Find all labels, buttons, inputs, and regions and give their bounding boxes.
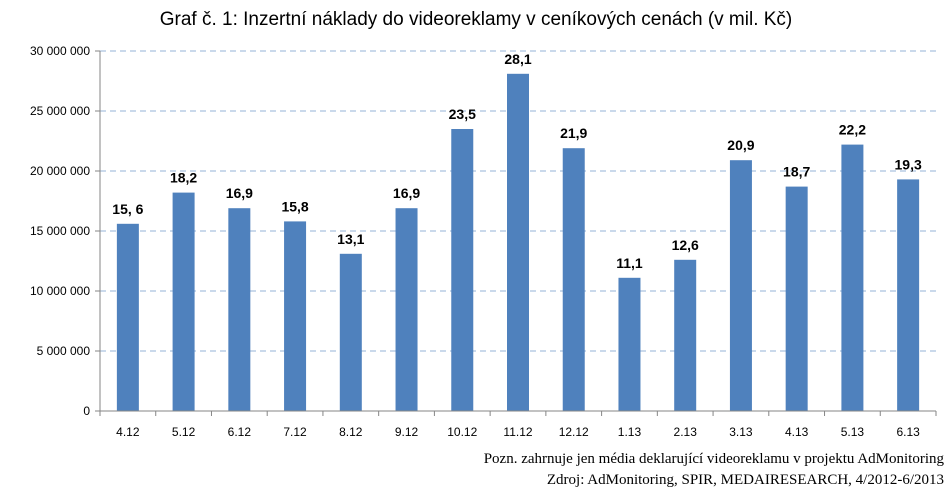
- bar: [618, 277, 641, 411]
- bar: [507, 73, 529, 412]
- y-tick-label: 25 000 000: [30, 104, 90, 118]
- y-tick-label: 5 000 000: [37, 344, 91, 358]
- x-tick-label: 9.12: [395, 425, 419, 439]
- y-tick-label: 10 000 000: [30, 284, 90, 298]
- bar: [674, 259, 697, 411]
- x-tick-label: 6.13: [896, 425, 920, 439]
- data-label: 28,1: [504, 51, 531, 67]
- bar: [339, 253, 362, 411]
- bar: [562, 148, 585, 411]
- bar: [841, 144, 864, 411]
- data-label: 18,7: [783, 164, 810, 180]
- x-tick-label: 5.12: [172, 425, 196, 439]
- data-label: 19,3: [895, 156, 922, 172]
- x-tick-label: 11.12: [503, 425, 532, 439]
- data-label: 16,9: [226, 185, 253, 201]
- x-tick-label: 12.12: [559, 425, 589, 439]
- bar: [451, 129, 474, 411]
- data-label: 15, 6: [112, 201, 143, 217]
- x-tick-label: 7.12: [283, 425, 307, 439]
- bar: [284, 221, 307, 411]
- data-labels: 15, 6 18,2 16,9 15,8 13,1 16,9 23,5 28,1 21,9 11,…: [112, 51, 922, 271]
- x-tick-label: 6.12: [228, 425, 252, 439]
- bar: [116, 223, 139, 411]
- x-tick-label: 5.13: [841, 425, 865, 439]
- x-tick-label: 8.12: [339, 425, 363, 439]
- footnote-source: Zdroj: AdMonitoring, SPIR, MEDAIRESEARCH…: [546, 472, 944, 488]
- bar: [172, 192, 195, 411]
- bar: [729, 160, 752, 411]
- data-label: 22,2: [839, 122, 866, 138]
- bar: [395, 208, 418, 411]
- y-tick-label: 0: [83, 404, 90, 418]
- y-axis-ticks: 0 5 000 000 10 000 000 15 000 000 20 000 000…: [30, 44, 100, 418]
- bar: [897, 179, 920, 411]
- data-label: 11,1: [616, 255, 643, 271]
- data-label: 12,6: [672, 237, 699, 253]
- data-label: 13,1: [337, 231, 364, 247]
- data-label: 15,8: [281, 198, 308, 214]
- bar: [785, 186, 808, 411]
- bars: [116, 73, 920, 412]
- data-label: 23,5: [449, 106, 476, 122]
- y-tick-label: 30 000 000: [30, 44, 90, 58]
- data-label: 21,9: [560, 125, 587, 141]
- x-tick-label: 3.13: [729, 425, 753, 439]
- x-tick-label: 10.12: [447, 425, 477, 439]
- x-tick-label: 4.13: [785, 425, 809, 439]
- data-label: 18,2: [170, 170, 197, 186]
- x-tick-label: 2.13: [674, 425, 698, 439]
- x-tick-label: 1.13: [618, 425, 642, 439]
- footnote-note: Pozn. zahrnuje jen média deklarující vid…: [483, 451, 944, 467]
- x-axis-ticks: 4.12 5.12 6.12 7.12 8.12 9.12 10.12 11.12 12.12 1…: [99, 411, 937, 439]
- x-tick-label: 4.12: [116, 425, 140, 439]
- y-tick-label: 15 000 000: [30, 224, 90, 238]
- axes: [99, 51, 936, 412]
- bar: [228, 208, 251, 411]
- chart-title: Graf č. 1: Inzertní náklady do videorekl…: [159, 9, 793, 30]
- data-label: 20,9: [727, 137, 754, 153]
- y-tick-label: 20 000 000: [30, 164, 90, 178]
- data-label: 16,9: [393, 185, 420, 201]
